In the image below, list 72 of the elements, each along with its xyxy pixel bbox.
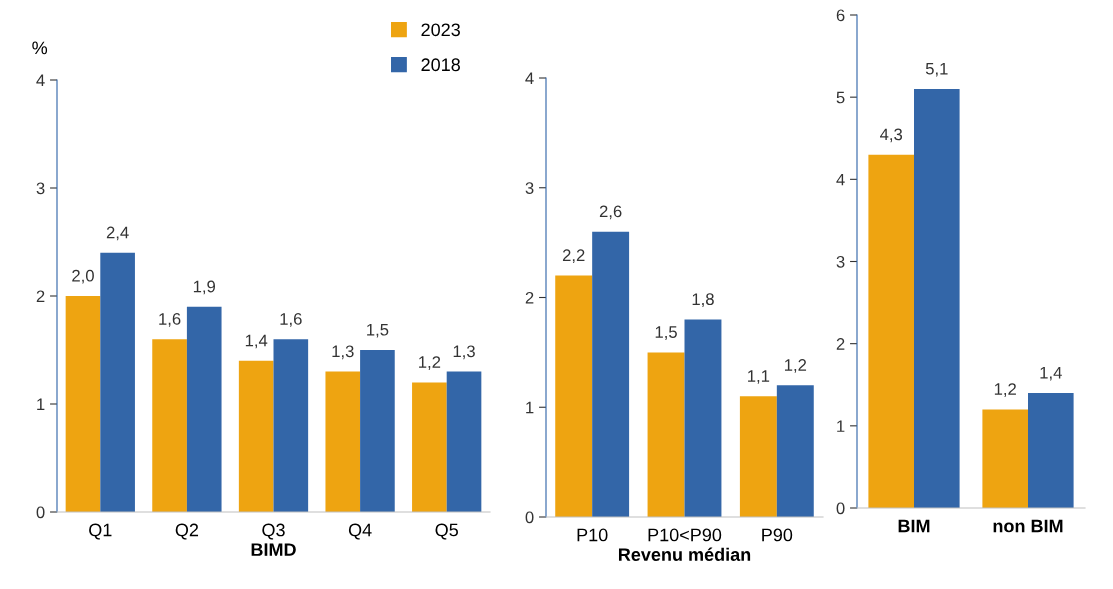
data-label: 2,6 [599, 205, 622, 220]
bar [739, 396, 777, 517]
x-tick-label: Q5 [435, 523, 458, 540]
bar [412, 382, 447, 512]
y-tick-label: 0 [525, 511, 534, 524]
data-label: 1,4 [245, 334, 268, 349]
data-label: 1,2 [784, 359, 807, 373]
y-tick-label: 1 [526, 401, 534, 414]
legend-label: 2018 [421, 58, 460, 72]
bar [65, 296, 101, 512]
bar [100, 252, 135, 512]
bar [914, 88, 960, 508]
data-label: 1,1 [748, 370, 770, 384]
x-tick-label: Q1 [89, 523, 112, 540]
y-tick-label: 2 [836, 338, 845, 350]
y-axis-title: % [32, 41, 48, 55]
data-label: 1,5 [367, 323, 389, 338]
bar [446, 371, 482, 512]
data-label: 1,2 [419, 356, 441, 370]
y-tick-label: 1 [37, 398, 45, 411]
y-tick-label: 1 [837, 420, 845, 432]
bar [1028, 392, 1074, 508]
y-tick-label: 2 [36, 290, 45, 303]
data-label: 1,5 [655, 326, 677, 340]
data-label: 1,4 [1040, 366, 1062, 381]
bar [684, 319, 722, 517]
y-tick-label: 4 [36, 74, 45, 87]
data-label: 5,1 [925, 62, 948, 77]
data-label: 1,6 [280, 312, 302, 327]
bar [776, 385, 814, 517]
x-tick-label: P10 [577, 528, 608, 542]
data-label: 1,8 [692, 293, 714, 308]
y-tick-label: 2 [525, 291, 534, 304]
y-tick-label: 4 [525, 72, 534, 85]
y-tick-label: 3 [525, 182, 534, 194]
bar [868, 154, 914, 508]
y-tick-label: 6 [836, 9, 845, 22]
x-axis-title: BIMD [251, 543, 296, 556]
x-tick-label: non BIM [993, 519, 1063, 533]
y-tick-label: 3 [836, 255, 845, 268]
bar [238, 360, 274, 512]
bar [273, 339, 309, 512]
data-label: 1,6 [159, 312, 181, 327]
bar [360, 350, 395, 512]
bar [325, 371, 361, 512]
bar [555, 275, 593, 517]
x-tick-label: Q2 [175, 523, 199, 540]
data-label: 1,9 [193, 280, 216, 295]
y-tick-label: 0 [36, 506, 45, 519]
y-tick-label: 5 [836, 91, 845, 104]
data-label: 4,3 [880, 128, 903, 143]
x-tick-label: Q4 [348, 523, 372, 540]
x-axis-title: Revenu médian [618, 547, 751, 561]
y-tick-label: 4 [836, 173, 845, 186]
x-tick-label: P10<P90 [648, 528, 722, 542]
bar [152, 339, 187, 512]
bar [592, 231, 630, 517]
data-label: 1,3 [332, 345, 354, 360]
bar [186, 306, 222, 512]
data-label: 2,4 [106, 226, 129, 241]
x-tick-label: Q3 [262, 523, 285, 540]
data-label: 1,3 [453, 345, 475, 360]
y-tick-label: 3 [36, 182, 45, 195]
data-label: 2,0 [72, 269, 94, 284]
y-tick-label: 0 [836, 502, 845, 515]
bar [982, 409, 1028, 508]
bar [647, 352, 685, 517]
data-label: 2,2 [562, 249, 585, 264]
x-tick-label: BIM [898, 519, 930, 533]
data-label: 1,2 [994, 383, 1016, 397]
legend-label: 2023 [421, 23, 460, 37]
x-tick-label: P90 [762, 528, 793, 542]
